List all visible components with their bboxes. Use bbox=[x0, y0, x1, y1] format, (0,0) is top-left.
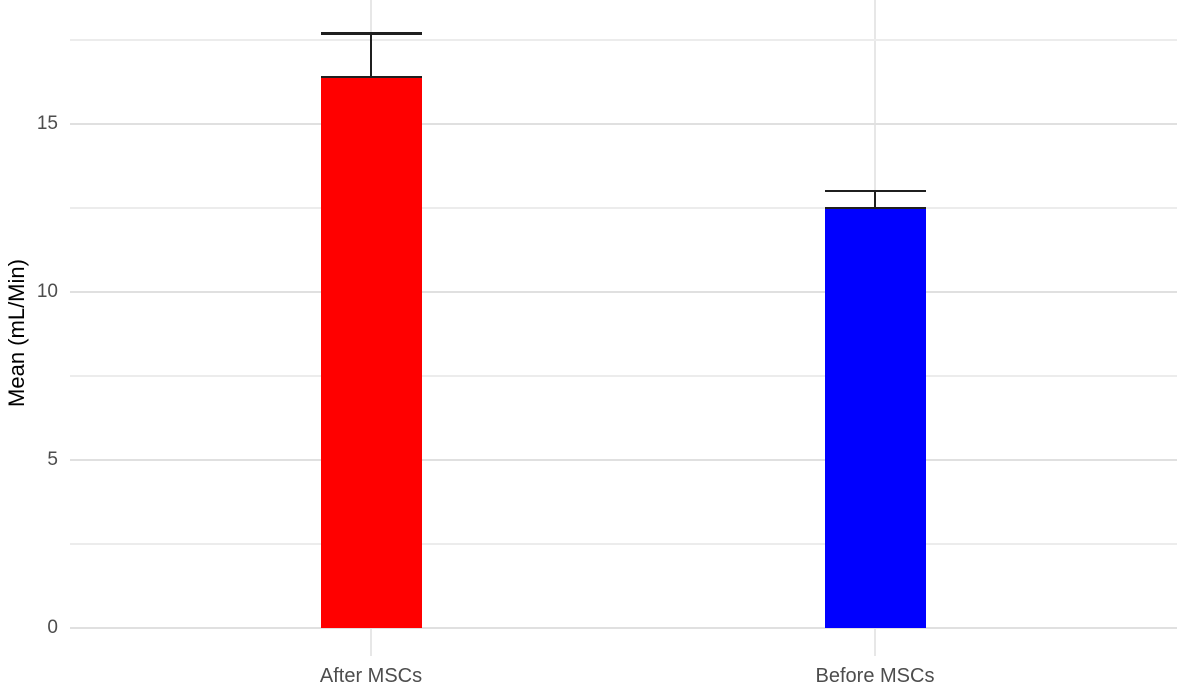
major-gridline-y-10 bbox=[70, 291, 1177, 293]
bar-before-mscs bbox=[824, 208, 926, 628]
y-tick-label-0: 0 bbox=[47, 617, 58, 638]
y-tick-label-5: 5 bbox=[47, 449, 58, 470]
y-tick-label-15: 15 bbox=[36, 113, 58, 134]
minor-gridline-y-12.5 bbox=[70, 207, 1177, 209]
major-gridline-y-0 bbox=[70, 627, 1177, 629]
minor-gridline-y-2.5 bbox=[70, 543, 1177, 545]
error-bar-line-after-mscs bbox=[369, 33, 373, 77]
minor-gridline-y-17.5 bbox=[70, 39, 1177, 41]
major-gridline-y-5 bbox=[70, 459, 1177, 461]
y-tick-label-10: 10 bbox=[36, 281, 58, 302]
x-tick-label-after-mscs: After MSCs bbox=[319, 665, 423, 687]
error-bar-upper-cap-before-mscs bbox=[824, 189, 926, 193]
error-bar-lower-cap-after-mscs bbox=[320, 75, 422, 79]
bar-after-mscs bbox=[320, 76, 422, 628]
x-tick-label-before-mscs: Before MSCs bbox=[815, 665, 935, 687]
error-bar-lower-cap-before-mscs bbox=[824, 206, 926, 210]
error-bar-upper-cap-after-mscs bbox=[320, 32, 422, 35]
error-bar-line-before-mscs bbox=[873, 191, 877, 208]
major-gridline-y-15 bbox=[70, 123, 1177, 125]
minor-gridline-y-7.5 bbox=[70, 375, 1177, 377]
